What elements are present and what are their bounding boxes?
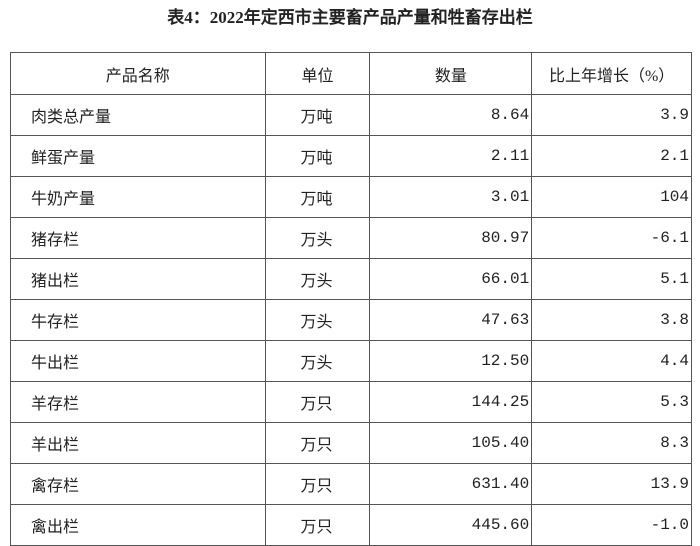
table-cell: 3.9 [531,94,692,136]
table-cell: 13.9 [531,463,692,505]
table-cell: 万只 [264,463,371,505]
table-row: 牛出栏 万头 12.50 4.4 [10,340,692,382]
table-cell: 631.40 [369,463,533,505]
table-cell: 2.1 [531,135,692,177]
table-row: 牛奶产量 万吨 3.01 104 [10,176,692,218]
table-row: 禽出栏 万只 445.60 -1.0 [10,504,692,546]
table-cell: 万只 [264,504,371,546]
table-cell: 万吨 [264,135,371,177]
table-cell: 牛存栏 [10,299,266,341]
table-cell: 猪出栏 [10,258,266,300]
table-title: 表4：2022年定西市主要畜产品产量和牲畜存出栏 [167,8,533,27]
column-header: 比上年增长（%） [531,52,692,95]
table-cell: 禽出栏 [10,504,266,546]
table-cell: 12.50 [369,340,533,382]
table-row: 羊出栏 万只 105.40 8.3 [10,422,692,464]
table-cell: 3.8 [531,299,692,341]
table-cell: 47.63 [369,299,533,341]
table-cell: 万吨 [264,94,371,136]
table-cell: 禽存栏 [10,463,266,505]
table-cell: 羊存栏 [10,381,266,423]
table-cell: 牛奶产量 [10,176,266,218]
table-cell: 144.25 [369,381,533,423]
table-cell: 5.3 [531,381,692,423]
table-cell: 8.64 [369,94,533,136]
table-row: 羊存栏 万只 144.25 5.3 [10,381,692,423]
table-cell: 2.11 [369,135,533,177]
table-cell: 肉类总产量 [10,94,266,136]
table-cell: 羊出栏 [10,422,266,464]
table-cell: 8.3 [531,422,692,464]
data-table: 产品名称 单位 数量 比上年增长（%） 肉类总产量 万吨 8.64 3.9 鲜蛋产量 万吨 2.1… [10,52,692,546]
table-cell: 万头 [264,340,371,382]
header-row: 产品名称 单位 数量 比上年增长（%） [10,52,692,95]
table-cell: 66.01 [369,258,533,300]
table-head: 产品名称 单位 数量 比上年增长（%） [10,52,692,95]
table-row: 猪存栏 万头 80.97 -6.1 [10,217,692,259]
table-cell: 万头 [264,299,371,341]
table-cell: 万吨 [264,176,371,218]
table-cell: 牛出栏 [10,340,266,382]
table-row: 肉类总产量 万吨 8.64 3.9 [10,94,692,136]
table-cell: 万头 [264,258,371,300]
table-cell: 万头 [264,217,371,259]
table-body: 肉类总产量 万吨 8.64 3.9 鲜蛋产量 万吨 2.11 2.1 牛奶产量 万吨 3.01 104… [10,94,692,546]
table-cell: -1.0 [531,504,692,546]
table-cell: 104 [531,176,692,218]
table-cell: 万只 [264,381,371,423]
table-cell: 445.60 [369,504,533,546]
column-header: 产品名称 [10,52,266,95]
column-header: 单位 [264,52,371,95]
table-row: 牛存栏 万头 47.63 3.8 [10,299,692,341]
table-cell: 105.40 [369,422,533,464]
table-cell: 3.01 [369,176,533,218]
column-header: 数量 [369,52,533,95]
table-row: 鲜蛋产量 万吨 2.11 2.1 [10,135,692,177]
table-cell: 4.4 [531,340,692,382]
table-cell: 万只 [264,422,371,464]
table-row: 禽存栏 万只 631.40 13.9 [10,463,692,505]
table-cell: 5.1 [531,258,692,300]
table-cell: 猪存栏 [10,217,266,259]
table-cell: 80.97 [369,217,533,259]
table-cell: 鲜蛋产量 [10,135,266,177]
table-cell: -6.1 [531,217,692,259]
table-row: 猪出栏 万头 66.01 5.1 [10,258,692,300]
